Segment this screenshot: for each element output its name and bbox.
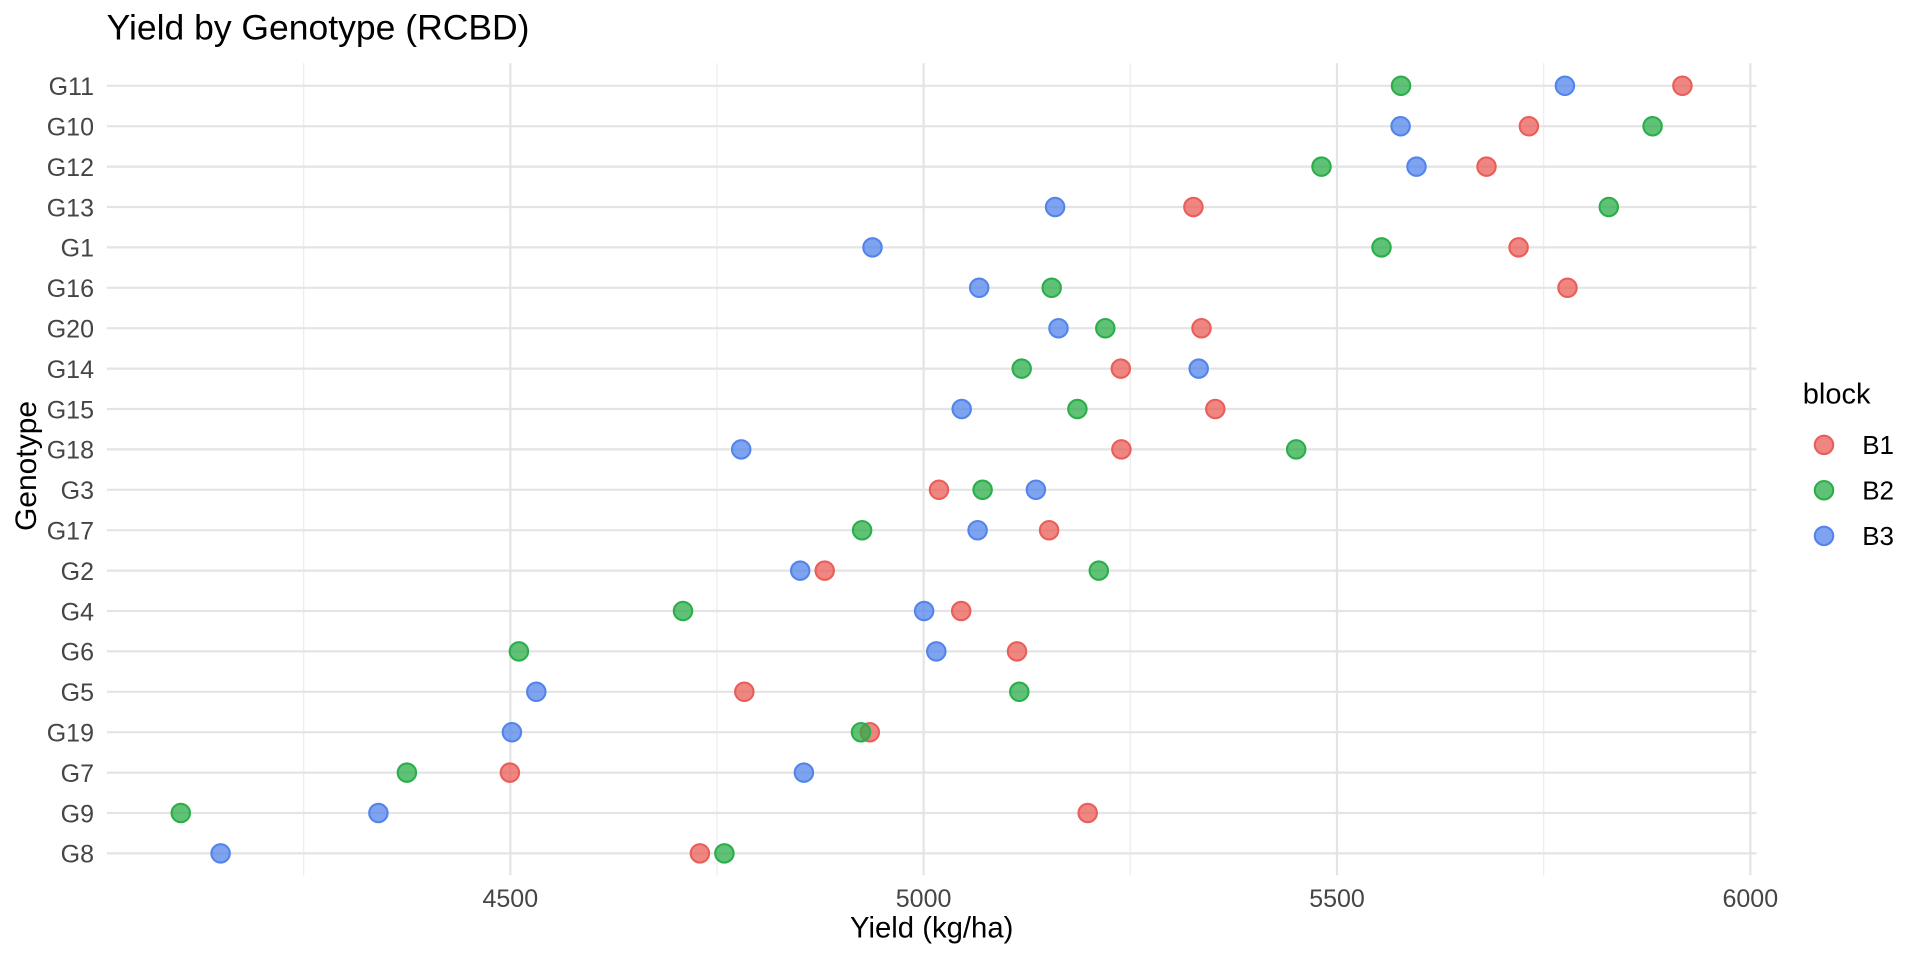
svg-text:G7: G7 [61,760,94,788]
svg-text:G14: G14 [47,356,94,384]
svg-text:B1: B1 [1862,430,1894,460]
svg-text:G20: G20 [47,316,94,344]
svg-text:B3: B3 [1862,521,1894,551]
svg-text:G10: G10 [47,114,94,142]
svg-text:Genotype: Genotype [10,401,43,531]
svg-text:G18: G18 [47,437,94,465]
svg-text:6000: 6000 [1722,885,1778,913]
svg-text:4500: 4500 [482,885,538,913]
svg-text:G19: G19 [47,720,94,748]
svg-text:G8: G8 [61,841,94,869]
svg-text:G2: G2 [61,558,94,586]
svg-text:G17: G17 [47,518,94,546]
svg-text:G1: G1 [61,235,94,263]
svg-text:G12: G12 [47,154,94,182]
svg-text:5500: 5500 [1309,885,1365,913]
svg-text:block: block [1803,379,1871,411]
svg-text:G9: G9 [61,800,94,828]
svg-text:G11: G11 [49,73,94,101]
svg-text:G15: G15 [47,396,94,424]
svg-text:B2: B2 [1862,475,1894,505]
svg-text:Yield (kg/ha): Yield (kg/ha) [850,911,1013,944]
svg-text:G6: G6 [61,639,94,667]
svg-text:G4: G4 [61,598,94,626]
svg-text:G5: G5 [61,679,94,707]
svg-text:G16: G16 [47,275,94,303]
svg-text:G13: G13 [47,194,94,222]
svg-text:5000: 5000 [896,885,952,913]
svg-text:Yield by Genotype (RCBD): Yield by Genotype (RCBD) [107,8,530,48]
svg-text:G3: G3 [61,477,94,505]
